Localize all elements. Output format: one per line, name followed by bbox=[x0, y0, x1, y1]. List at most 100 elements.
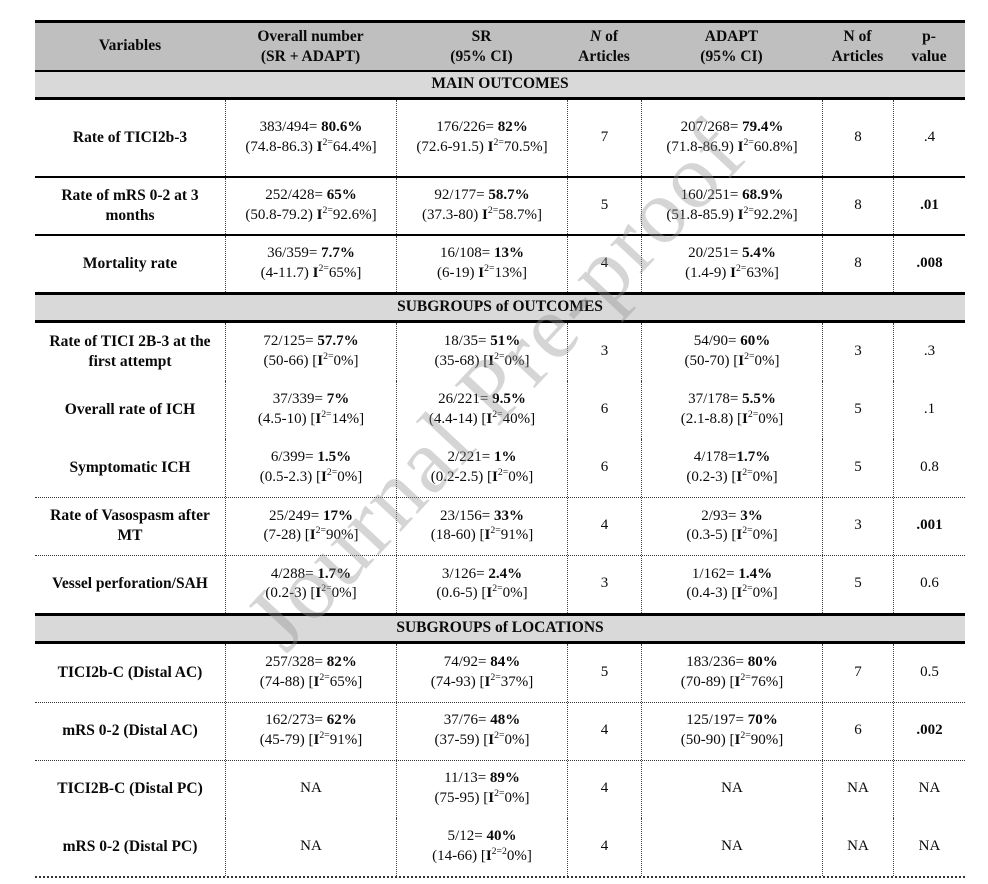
sr-cell: 11/13= 89% (75-95) [I2=0%] bbox=[396, 760, 567, 818]
adapt-cell: 20/251= 5.4% (1.4-9) I2=63%] bbox=[641, 235, 822, 292]
table-row: Rate of TICI2b-3 383/494= 80.6% (74.8-86.3… bbox=[35, 99, 965, 176]
table-row: Symptomatic ICH 6/399= 1.5% (0.5-2.3) [I2=… bbox=[35, 438, 965, 497]
header-sr: SR (95% CI) bbox=[396, 23, 567, 70]
header-label: p- bbox=[922, 28, 936, 46]
overall-cell: 25/249= 17% (7-28) [I2=90%] bbox=[225, 497, 396, 555]
adapt-cell-line: 125/197= 70% bbox=[686, 712, 778, 729]
overall-cell: 36/359= 7.7% (4-11.7) I2=65%] bbox=[225, 235, 396, 292]
n-articles-adapt-cell: 6 bbox=[822, 702, 893, 760]
variable-cell: Mortality rate bbox=[82, 254, 178, 272]
p-value-cell: .4 bbox=[893, 99, 965, 176]
table-row: Overall rate of ICH 37/339= 7% (4.5-10) [I… bbox=[35, 380, 965, 439]
overall-cell-line: (74-88) [I2=65%] bbox=[259, 671, 363, 690]
n-articles-sr-cell: 3 bbox=[567, 322, 641, 381]
p-value-cell: NA bbox=[893, 760, 965, 818]
sr-cell-line: (14-66) [I2=20%] bbox=[432, 845, 532, 864]
overall-cell: 4/288= 1.7% (0.2-3) [I2=0%] bbox=[225, 555, 396, 613]
adapt-cell: 125/197= 70% (50-90) [I2=90%] bbox=[641, 702, 822, 760]
adapt-cell-line: 20/251= 5.4% bbox=[688, 245, 776, 262]
n-articles-adapt-cell: 7 bbox=[822, 643, 893, 702]
variable-cell: mRS 0-2 (Distal PC) bbox=[62, 837, 198, 855]
sr-cell-line: 26/221= 9.5% bbox=[438, 391, 526, 408]
variable-cell: Rate of TICI2b-3 bbox=[72, 128, 188, 146]
adapt-cell: 2/93= 3% (0.3-5) [I2=0%] bbox=[641, 497, 822, 555]
adapt-cell-line: 160/251= 68.9% bbox=[680, 187, 784, 204]
sr-cell: 2/221= 1% (0.2-2.5) [I2=0%] bbox=[396, 438, 567, 497]
p-value-cell: .001 bbox=[893, 497, 965, 555]
variable-cell: Symptomatic ICH bbox=[69, 458, 191, 476]
table-row: mRS 0-2 (Distal AC) 162/273= 62% (45-79) [… bbox=[35, 701, 965, 760]
sr-cell: 16/108= 13% (6-19) I2=13%] bbox=[396, 235, 567, 292]
sr-cell-line: (0.6-5) [I2=0%] bbox=[436, 583, 528, 602]
overall-cell-line: 72/125= 57.7% bbox=[263, 333, 359, 350]
overall-cell: 257/328= 82% (74-88) [I2=65%] bbox=[225, 643, 396, 702]
overall-cell: 72/125= 57.7% (50-66) [I2=0%] bbox=[225, 322, 396, 381]
adapt-cell-line: (1.4-9) I2=63%] bbox=[685, 262, 779, 281]
variable-cell: Vessel perforation/SAH bbox=[52, 575, 208, 593]
sr-cell-line: (18-60) [I2=91%] bbox=[430, 525, 534, 544]
variable-cell: TICI2B-C (Distal PC) bbox=[57, 780, 203, 798]
section-rows: Rate of TICI 2B-3 at the first attempt 72… bbox=[35, 322, 965, 613]
overall-cell-line: (4-11.7) I2=65%] bbox=[260, 262, 362, 281]
sr-cell-line: (35-68) [I2=0%] bbox=[434, 350, 530, 369]
n-articles-adapt-cell: 8 bbox=[822, 235, 893, 292]
section-title: MAIN OUTCOMES bbox=[35, 72, 965, 100]
n-articles-adapt-cell: 5 bbox=[822, 380, 893, 439]
sr-cell-line: 18/35= 51% bbox=[443, 333, 521, 350]
adapt-cell-line: 1/162= 1.4% bbox=[691, 565, 773, 582]
adapt-cell: NA bbox=[641, 760, 822, 818]
variable-cell: Rate of Vasospasm after MT bbox=[50, 507, 210, 545]
n-articles-adapt-cell: 3 bbox=[822, 497, 893, 555]
adapt-cell-line: 37/178= 5.5% bbox=[688, 391, 776, 408]
adapt-cell: 207/268= 79.4% (71.8-86.9) I2=60.8%] bbox=[641, 99, 822, 176]
adapt-cell-line: (50-90) [I2=90%] bbox=[680, 730, 784, 749]
n-articles-sr-cell: 4 bbox=[567, 760, 641, 818]
table-section: SUBGROUPS of OUTCOMES Rate of TICI 2B-3 a… bbox=[35, 291, 965, 613]
sr-cell: 23/156= 33% (18-60) [I2=91%] bbox=[396, 497, 567, 555]
results-table: Variables Overall number (SR + ADAPT) SR… bbox=[35, 20, 965, 878]
header-label: (95% CI) bbox=[700, 47, 763, 65]
overall-cell-line: 36/359= 7.7% bbox=[267, 245, 355, 262]
n-articles-sr-cell: 5 bbox=[567, 643, 641, 702]
n-articles-sr-cell: 6 bbox=[567, 380, 641, 439]
table-section: SUBGROUPS of LOCATIONS TICI2b-C (Distal A… bbox=[35, 612, 965, 876]
header-p-value: p- value bbox=[893, 23, 965, 70]
adapt-cell: NA bbox=[641, 817, 822, 876]
sr-cell-line: 11/13= 89% bbox=[444, 770, 520, 787]
table-row: Rate of TICI 2B-3 at the first attempt 72… bbox=[35, 322, 965, 381]
variable-cell: Rate of mRS 0-2 at 3 months bbox=[61, 186, 199, 224]
overall-cell-line: (74.8-86.3) I2=64.4%] bbox=[245, 136, 377, 155]
table-row: Vessel perforation/SAH 4/288= 1.7% (0.2-3)… bbox=[35, 554, 965, 613]
n-articles-sr-cell: 3 bbox=[567, 555, 641, 613]
adapt-cell: 183/236= 80% (70-89) [I2=76%] bbox=[641, 643, 822, 702]
adapt-cell: 54/90= 60% (50-70) [I2=0%] bbox=[641, 322, 822, 381]
adapt-cell-line: (0.2-3) [I2=0%] bbox=[686, 466, 778, 485]
header-label: (SR + ADAPT) bbox=[260, 47, 361, 65]
adapt-cell-line: (70-89) [I2=76%] bbox=[680, 671, 784, 690]
adapt-cell-line: 183/236= 80% bbox=[686, 653, 778, 670]
header-overall-number: Overall number (SR + ADAPT) bbox=[225, 23, 396, 70]
n-articles-sr-cell: 5 bbox=[567, 177, 641, 234]
header-label: (95% CI) bbox=[450, 47, 513, 65]
header-variables: Variables bbox=[35, 23, 225, 70]
n-articles-adapt-cell: 5 bbox=[822, 555, 893, 613]
overall-cell: 383/494= 80.6% (74.8-86.3) I2=64.4%] bbox=[225, 99, 396, 176]
overall-cell: 252/428= 65% (50.8-79.2) I2=92.6%] bbox=[225, 177, 396, 234]
sr-cell-line: 92/177= 58.7% bbox=[434, 187, 530, 204]
header-adapt: ADAPT (95% CI) bbox=[641, 23, 822, 70]
adapt-cell-line: 2/93= 3% bbox=[701, 507, 763, 524]
p-value-cell: .01 bbox=[893, 177, 965, 234]
sr-cell-line: (72.6-91.5) I2=70.5%] bbox=[416, 136, 548, 155]
adapt-cell: 37/178= 5.5% (2.1-8.8) [I2=0%] bbox=[641, 380, 822, 439]
adapt-cell-line: 207/268= 79.4% bbox=[680, 119, 784, 136]
overall-cell-line: 383/494= 80.6% bbox=[259, 119, 363, 136]
sr-cell-line: 5/12= 40% bbox=[447, 827, 517, 844]
n-articles-adapt-cell: NA bbox=[822, 817, 893, 876]
p-value-cell: .3 bbox=[893, 322, 965, 381]
p-value-cell: 0.6 bbox=[893, 555, 965, 613]
variable-cell: Rate of TICI 2B-3 at the first attempt bbox=[49, 332, 211, 370]
sr-cell-line: (37-59) [I2=0%] bbox=[434, 730, 530, 749]
header-label: SR bbox=[471, 28, 492, 46]
table-section: MAIN OUTCOMES Rate of TICI2b-3 383/494= 80… bbox=[35, 72, 965, 292]
p-value-cell: .1 bbox=[893, 380, 965, 439]
